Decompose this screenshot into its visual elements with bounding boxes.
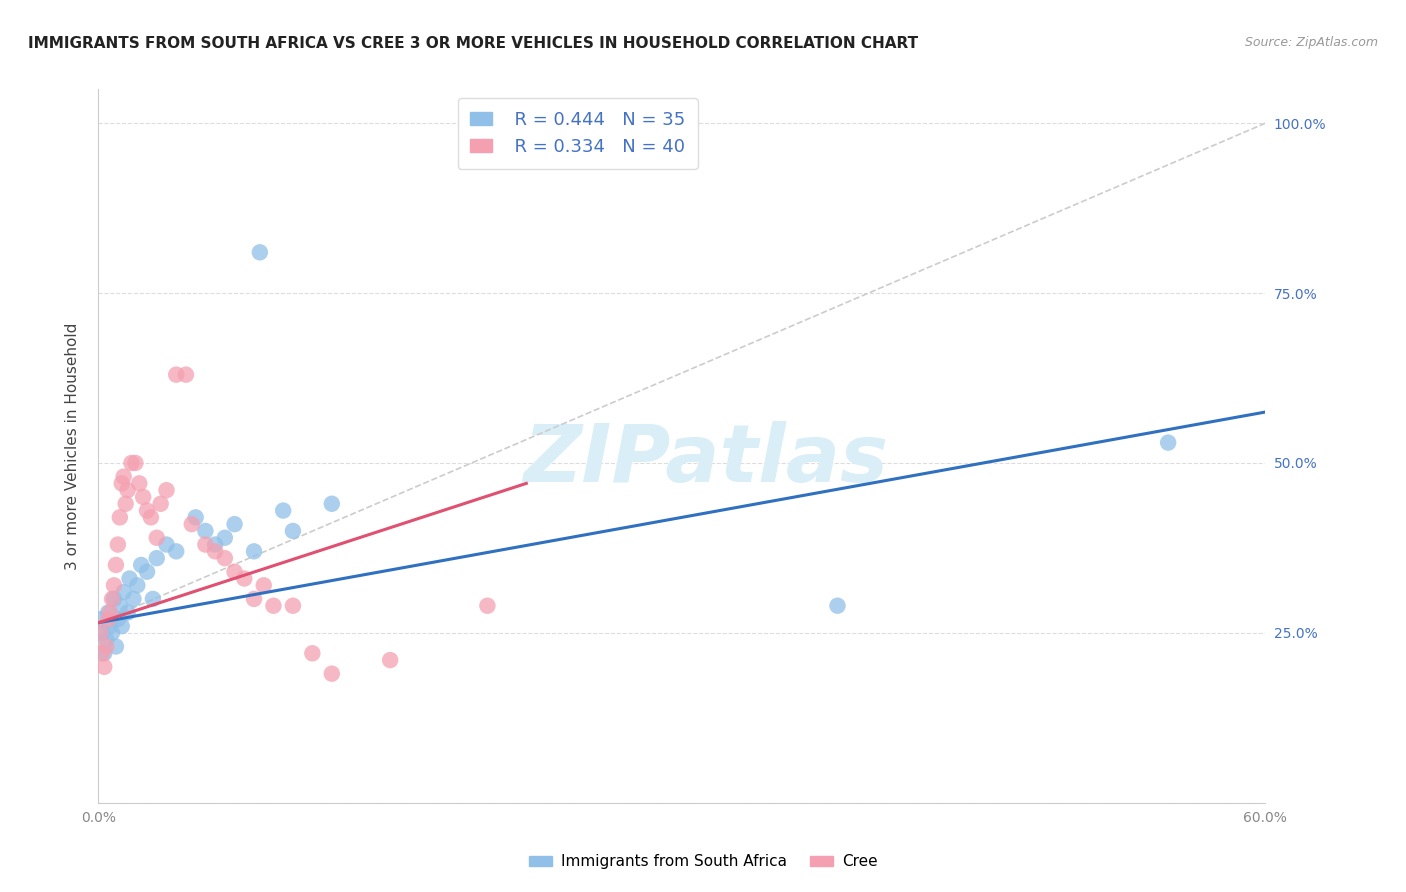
Point bbox=[204, 544, 226, 558]
Point bbox=[121, 456, 143, 470]
Point bbox=[98, 606, 121, 620]
Point bbox=[194, 524, 217, 538]
Point bbox=[118, 572, 141, 586]
Point bbox=[224, 517, 246, 532]
Point bbox=[93, 646, 115, 660]
Point bbox=[101, 626, 124, 640]
Point bbox=[174, 368, 197, 382]
Point bbox=[136, 503, 159, 517]
Point bbox=[165, 368, 187, 382]
Point bbox=[111, 619, 134, 633]
Point bbox=[91, 626, 114, 640]
Point bbox=[321, 666, 343, 681]
Point bbox=[477, 599, 499, 613]
Point bbox=[101, 591, 124, 606]
Point bbox=[91, 646, 114, 660]
Point bbox=[98, 619, 121, 633]
Point bbox=[127, 578, 149, 592]
Point bbox=[146, 551, 169, 566]
Legend:   R = 0.444   N = 35,   R = 0.334   N = 40: R = 0.444 N = 35, R = 0.334 N = 40 bbox=[457, 98, 697, 169]
Point bbox=[97, 612, 120, 626]
Point bbox=[136, 565, 159, 579]
Point bbox=[253, 578, 276, 592]
Point bbox=[89, 612, 111, 626]
Point bbox=[214, 551, 236, 566]
Point bbox=[380, 653, 402, 667]
Point bbox=[1157, 435, 1180, 450]
Point bbox=[132, 490, 155, 504]
Point bbox=[96, 632, 118, 647]
Point bbox=[233, 572, 256, 586]
Point bbox=[271, 503, 294, 517]
Point bbox=[301, 646, 323, 660]
Point bbox=[128, 476, 150, 491]
Point bbox=[104, 558, 127, 572]
Point bbox=[104, 640, 127, 654]
Text: ZIPatlas: ZIPatlas bbox=[523, 421, 887, 500]
Point bbox=[112, 469, 135, 483]
Text: IMMIGRANTS FROM SOUTH AFRICA VS CREE 3 OR MORE VEHICLES IN HOUSEHOLD CORRELATION: IMMIGRANTS FROM SOUTH AFRICA VS CREE 3 O… bbox=[28, 36, 918, 51]
Point bbox=[827, 599, 849, 613]
Point bbox=[114, 497, 136, 511]
Legend: Immigrants from South Africa, Cree: Immigrants from South Africa, Cree bbox=[523, 848, 883, 875]
Point bbox=[165, 544, 187, 558]
Point bbox=[155, 537, 177, 551]
Point bbox=[224, 565, 246, 579]
Point bbox=[180, 517, 202, 532]
Point bbox=[117, 483, 139, 498]
Text: Source: ZipAtlas.com: Source: ZipAtlas.com bbox=[1244, 36, 1378, 49]
Point bbox=[129, 558, 152, 572]
Point bbox=[149, 497, 172, 511]
Point bbox=[103, 578, 125, 592]
Point bbox=[89, 626, 111, 640]
Point bbox=[204, 537, 226, 551]
Point bbox=[103, 591, 125, 606]
Point bbox=[139, 510, 162, 524]
Point bbox=[107, 612, 129, 626]
Point bbox=[124, 456, 146, 470]
Point bbox=[214, 531, 236, 545]
Point bbox=[243, 544, 266, 558]
Point bbox=[97, 606, 120, 620]
Point bbox=[96, 640, 118, 654]
Point bbox=[107, 537, 129, 551]
Point bbox=[281, 524, 304, 538]
Y-axis label: 3 or more Vehicles in Household: 3 or more Vehicles in Household bbox=[65, 322, 80, 570]
Point bbox=[108, 510, 131, 524]
Point bbox=[321, 497, 343, 511]
Point bbox=[93, 660, 115, 674]
Point bbox=[281, 599, 304, 613]
Point bbox=[112, 585, 135, 599]
Point bbox=[243, 591, 266, 606]
Point bbox=[184, 510, 207, 524]
Point bbox=[117, 606, 139, 620]
Point bbox=[194, 537, 217, 551]
Point bbox=[111, 476, 134, 491]
Point bbox=[142, 591, 165, 606]
Point bbox=[249, 245, 271, 260]
Point bbox=[155, 483, 177, 498]
Point bbox=[262, 599, 284, 613]
Point bbox=[108, 599, 131, 613]
Point bbox=[146, 531, 169, 545]
Point bbox=[122, 591, 145, 606]
